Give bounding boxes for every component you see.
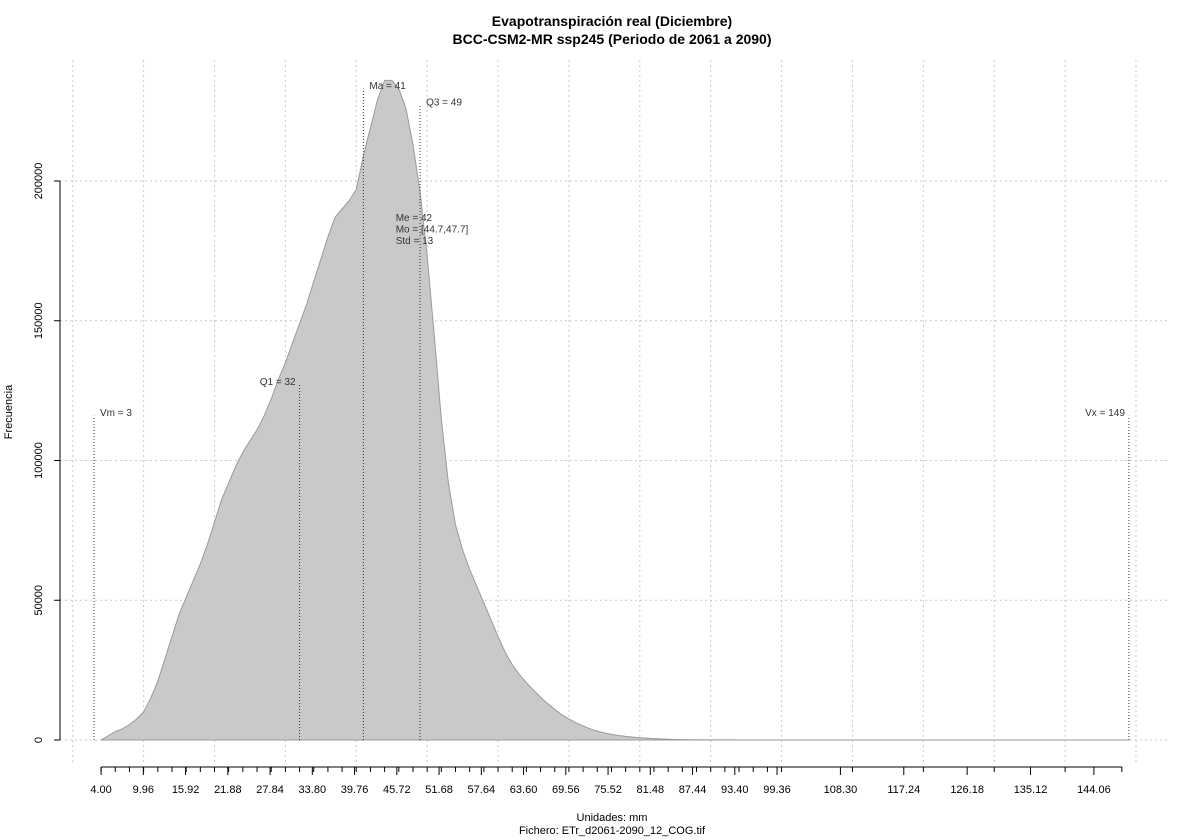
chart-subtitle: BCC-CSM2-MR ssp245 (Periodo de 2061 a 20… [453,31,772,47]
x-tick-label: 135.12 [1014,784,1048,796]
x-axis-label: Unidades: mm [577,812,648,824]
x-tick-label: 87.44 [679,784,707,796]
x-tick-label: 51.68 [425,784,453,796]
stats-block-line: Mo = [44.7,47.7] [396,225,469,236]
x-tick-label: 9.96 [133,784,154,796]
stats-block-line: Me = 42 [396,213,433,224]
y-tick-label: 0 [33,737,45,743]
file-caption: Fichero: ETr_d2061-2090_12_COG.tif [519,825,706,837]
stat-label-vm: Vm = 3 [100,408,132,419]
stat-label-ma: Ma = 41 [369,81,406,92]
y-tick-label: 150000 [33,302,45,339]
stat-label-q3: Q3 = 49 [426,98,462,109]
x-tick-label: 144.06 [1077,784,1111,796]
y-tick-label: 100000 [33,442,45,479]
axes-layer: 0 50000 100000 150000 200000 4.00 9.96 15.92 21.… [33,163,1123,796]
x-tick-label: 108.30 [824,784,858,796]
x-tick-label: 81.48 [637,784,665,796]
stat-label-vx: Vx = 149 [1085,408,1125,419]
x-tick-label: 63.60 [510,784,538,796]
x-tick-label: 126.18 [950,784,984,796]
x-tick-label: 15.92 [172,784,200,796]
x-tick-label: 69.56 [552,784,580,796]
density-area [100,79,1129,741]
y-tick-label: 50000 [33,585,45,616]
stat-lines-layer: Vm = 3 Q1 = 32 Ma = 41 Q3 = 49 Vx = 149 Me = … [93,81,1130,740]
stats-block-line: Std = 13 [396,236,434,247]
x-tick-label: 4.00 [90,784,111,796]
x-tick-label: 21.88 [214,784,242,796]
area-layer [100,79,1129,741]
x-tick-label: 75.52 [594,784,622,796]
y-axis-label: Frecuencia [3,384,15,439]
x-tick-label: 27.84 [256,784,284,796]
x-tick-label: 33.80 [299,784,327,796]
x-tick-label: 39.76 [341,784,369,796]
x-tick-label: 99.36 [763,784,791,796]
x-tick-label: 45.72 [383,784,411,796]
chart-title: Evapotranspiración real (Diciembre) [492,13,732,29]
y-tick-label: 200000 [33,163,45,200]
x-tick-label: 93.40 [721,784,749,796]
x-tick-label: 57.64 [468,784,496,796]
stat-label-q1: Q1 = 32 [260,377,296,388]
x-tick-label: 117.24 [887,784,920,796]
